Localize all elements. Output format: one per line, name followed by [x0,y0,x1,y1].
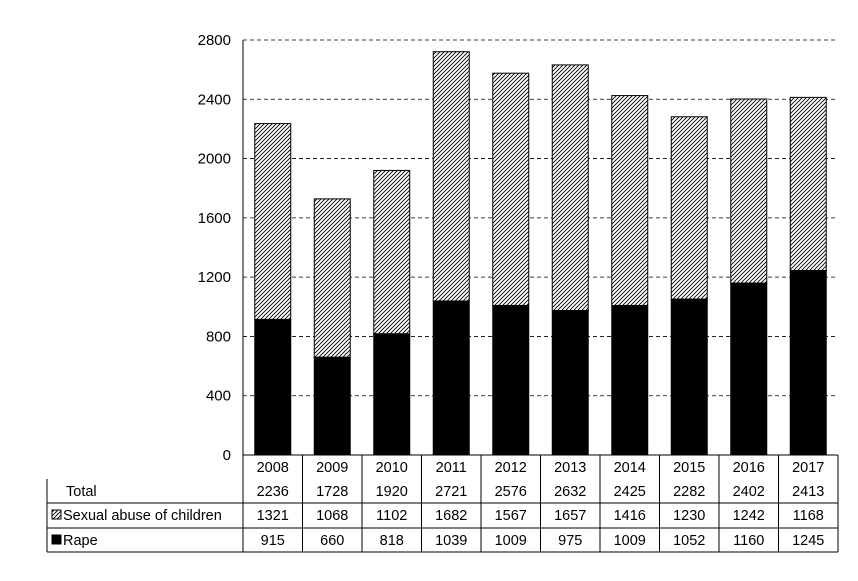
value-sexual-abuse-of-children-2011: 1682 [435,508,467,524]
total-value-2016: 2402 [733,484,765,500]
legend-label-rape: Rape [63,533,98,549]
legend-key-rape [51,534,62,545]
y-tick-label-2400: 2400 [198,91,231,108]
bar-sexual-abuse-of-children-2008 [254,123,292,320]
value-rape-2010: 818 [380,533,404,549]
value-sexual-abuse-of-children-2010: 1102 [376,508,407,524]
row-label-total: Total [66,484,97,500]
bar-sexual-abuse-of-children-2016 [730,98,768,284]
x-tick-label-2016: 2016 [733,460,765,476]
bar-rape-2015 [670,298,708,456]
total-value-2017: 2413 [792,484,824,500]
total-value-2013: 2632 [554,484,586,500]
bar-rape-2012 [492,304,530,456]
x-tick-label-2008: 2008 [257,460,289,476]
value-rape-2016: 1160 [733,533,764,549]
total-value-2010: 1920 [376,484,408,500]
value-sexual-abuse-of-children-2013: 1657 [554,508,586,524]
total-value-2011: 2721 [435,484,467,500]
value-sexual-abuse-of-children-2009: 1068 [316,508,348,524]
value-sexual-abuse-of-children-2015: 1230 [673,508,705,524]
value-sexual-abuse-of-children-2017: 1168 [793,508,824,524]
value-rape-2013: 975 [558,533,582,549]
bar-rape-2008 [254,318,292,456]
y-tick-label-2800: 2800 [198,32,231,49]
total-value-2012: 2576 [495,484,527,500]
value-sexual-abuse-of-children-2014: 1416 [614,508,646,524]
value-rape-2009: 660 [320,533,344,549]
bar-sexual-abuse-of-children-2014 [611,95,649,306]
legend-key-sexual-abuse-of-children [51,509,62,520]
bar-rape-2009 [313,356,351,456]
data-table: 2008 2009 2010 2011 2012 2013 2014 2015 2016 2017… [46,455,839,553]
bar-rape-2013 [551,309,589,456]
x-tick-label-2017: 2017 [792,460,824,476]
value-rape-2008: 915 [261,533,285,549]
bar-rape-2011 [432,300,470,456]
y-tick-label-800: 800 [206,328,231,345]
total-value-2015: 2282 [673,484,705,500]
total-value-2008: 2236 [257,484,289,500]
value-sexual-abuse-of-children-2016: 1242 [733,508,765,524]
y-tick-label-1200: 1200 [198,269,231,286]
bar-sexual-abuse-of-children-2012 [492,72,530,306]
y-tick-label-2000: 2000 [198,151,231,168]
bar-rape-2014 [611,304,649,456]
y-tick-label-0: 0 [223,447,231,464]
x-tick-label-2012: 2012 [495,460,527,476]
bar-sexual-abuse-of-children-2017 [789,96,827,271]
x-tick-label-2014: 2014 [614,460,646,476]
bar-rape-2017 [789,269,827,456]
bar-sexual-abuse-of-children-2009 [313,198,351,358]
y-tick-label-1600: 1600 [198,210,231,227]
y-tick-label-400: 400 [206,388,231,405]
x-tick-label-2010: 2010 [376,460,408,476]
value-sexual-abuse-of-children-2008: 1321 [257,508,289,524]
x-tick-label-2013: 2013 [554,460,586,476]
bar-rape-2016 [730,282,768,456]
bar-sexual-abuse-of-children-2010 [373,169,411,335]
bar-sexual-abuse-of-children-2011 [432,51,470,302]
total-value-2009: 1728 [316,484,348,500]
bar-rape-2010 [373,333,411,456]
x-tick-label-2011: 2011 [436,460,467,476]
value-rape-2014: 1009 [614,533,646,549]
value-rape-2011: 1039 [435,533,467,549]
bars [254,51,827,456]
x-tick-label-2015: 2015 [673,460,705,476]
bar-sexual-abuse-of-children-2013 [551,64,589,311]
legend-label-sexual-abuse-of-children: Sexual abuse of children [63,508,222,524]
value-rape-2012: 1009 [495,533,527,549]
value-rape-2017: 1245 [792,533,824,549]
value-sexual-abuse-of-children-2012: 1567 [495,508,527,524]
x-tick-label-2009: 2009 [316,460,348,476]
value-rape-2015: 1052 [673,533,705,549]
total-value-2014: 2425 [614,484,646,500]
bar-sexual-abuse-of-children-2015 [670,116,708,300]
